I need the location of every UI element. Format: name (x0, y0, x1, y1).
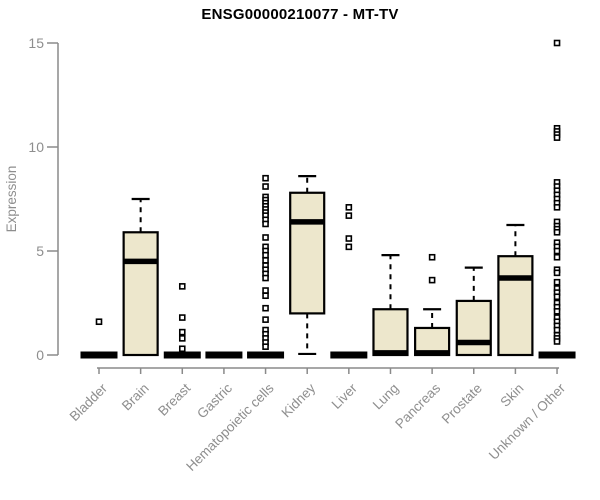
outlier-point (178, 345, 186, 353)
chart-title: ENSG00000210077 - MT-TV (201, 6, 399, 23)
outlier-point (345, 243, 353, 251)
outlier-point (178, 328, 186, 336)
x-tick-label: Gastric (194, 380, 235, 421)
box-flat (330, 351, 368, 359)
outlier-point (262, 251, 269, 259)
outlier-point (262, 183, 269, 190)
outlier-point (262, 234, 269, 241)
outlier-point (345, 235, 353, 242)
outlier-point (345, 204, 353, 211)
outlier-point (553, 293, 561, 301)
y-tick-label: 10 (28, 139, 44, 155)
box-flat (205, 351, 243, 359)
outlier-point (262, 257, 269, 264)
outlier-point (345, 212, 353, 219)
outlier-point (262, 343, 269, 350)
x-tick-label: Brain (119, 381, 152, 414)
outlier-point (553, 134, 561, 141)
box-flat (80, 351, 118, 359)
outlier-point (553, 253, 561, 261)
x-tick-label: Bladder (67, 380, 111, 424)
x-tick-label: Lung (370, 381, 402, 413)
box (289, 191, 326, 315)
outlier-point (178, 314, 186, 321)
outlier-point (262, 287, 269, 294)
x-tick-label: Skin (497, 381, 526, 410)
y-tick-label: 15 (28, 35, 44, 51)
outlier-point (553, 308, 561, 315)
outlier-point (262, 174, 269, 182)
y-tick-label: 5 (36, 243, 44, 259)
outlier-point (178, 335, 186, 342)
outlier-point (262, 304, 269, 312)
box (122, 231, 159, 357)
box-flat (247, 351, 285, 359)
box-flat (163, 351, 201, 359)
outlier-point (553, 39, 561, 47)
outlier-point (553, 247, 561, 255)
outlier-point (553, 228, 561, 236)
outlier-point (262, 316, 269, 323)
y-tick-label: 0 (36, 347, 44, 363)
outlier-point (428, 276, 436, 284)
outlier-point (95, 318, 103, 326)
outlier-point (262, 220, 269, 228)
outlier-point (553, 278, 561, 286)
y-axis-label: Expression (4, 166, 19, 233)
box (372, 308, 409, 357)
outlier-point (553, 338, 561, 345)
outlier-point (553, 326, 561, 334)
box-flat (538, 351, 576, 359)
outlier-point (262, 274, 269, 282)
outlier-point (553, 204, 561, 211)
x-tick-label: Breast (155, 380, 193, 418)
x-tick-label: Prostate (439, 381, 485, 427)
outlier-point (553, 269, 561, 277)
x-tick-label: Kidney (279, 380, 319, 420)
outlier-point (178, 283, 186, 290)
x-tick-label: Liver (329, 380, 361, 412)
outlier-point (428, 253, 436, 261)
box (497, 255, 534, 357)
x-tick-label: Unknown / Other (486, 380, 569, 463)
outlier-point (262, 292, 269, 300)
x-tick-label: Pancreas (392, 380, 443, 431)
box (455, 299, 492, 357)
